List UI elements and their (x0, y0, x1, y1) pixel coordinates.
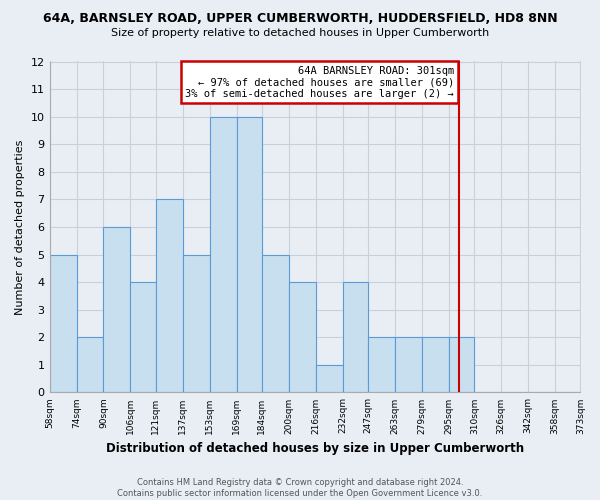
Bar (449, 338, 475, 392)
Y-axis label: Number of detached properties: Number of detached properties (15, 140, 25, 314)
Text: 64A, BARNSLEY ROAD, UPPER CUMBERWORTH, HUDDERSFIELD, HD8 8NN: 64A, BARNSLEY ROAD, UPPER CUMBERWORTH, H… (43, 12, 557, 26)
X-axis label: Distribution of detached houses by size in Upper Cumberworth: Distribution of detached houses by size … (106, 442, 524, 455)
Text: 64A BARNSLEY ROAD: 301sqm
← 97% of detached houses are smaller (69)
3% of semi-d: 64A BARNSLEY ROAD: 301sqm ← 97% of detac… (185, 66, 454, 99)
Bar (262, 254, 289, 392)
Bar (368, 338, 395, 392)
Bar (236, 116, 262, 392)
Bar (130, 282, 156, 393)
Bar (77, 338, 103, 392)
Bar (422, 338, 449, 392)
Bar (183, 254, 209, 392)
Bar (289, 282, 316, 393)
Text: Size of property relative to detached houses in Upper Cumberworth: Size of property relative to detached ho… (111, 28, 489, 38)
Bar (209, 116, 236, 392)
Bar (156, 200, 183, 392)
Bar (316, 365, 343, 392)
Bar (343, 282, 368, 393)
Text: Contains HM Land Registry data © Crown copyright and database right 2024.
Contai: Contains HM Land Registry data © Crown c… (118, 478, 482, 498)
Bar (50, 254, 77, 392)
Bar (395, 338, 422, 392)
Bar (103, 227, 130, 392)
